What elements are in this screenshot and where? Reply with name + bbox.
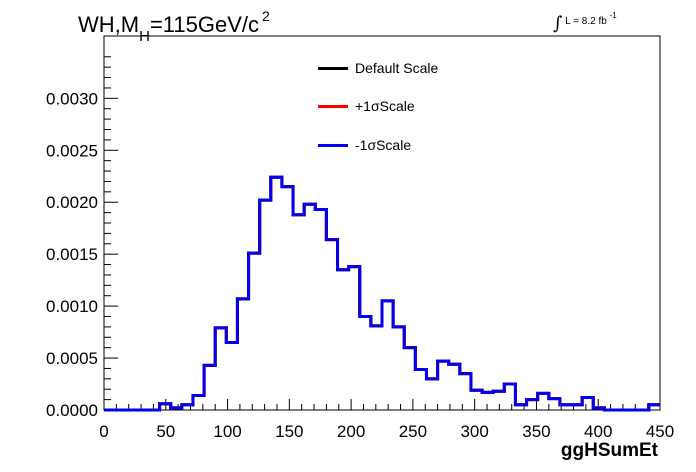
legend-swatch-plus: [318, 104, 348, 108]
x-axis-label: ggHSumEt: [560, 440, 658, 461]
x-tick-label: 300: [460, 422, 488, 441]
x-tick-label: 100: [213, 422, 241, 441]
legend-swatch-minus: [318, 143, 348, 147]
y-tick-label: 0.0010: [46, 297, 98, 316]
x-axis: 0 50 100 150 200 250 300 350 400 450: [99, 399, 674, 441]
y-tick-label: 0.0020: [46, 193, 98, 212]
y-tick-label: 0.0000: [46, 401, 98, 420]
x-tick-label: 350: [522, 422, 550, 441]
x-tick-label: 0: [99, 422, 108, 441]
series-line-default: [104, 175, 660, 412]
y-axis: 0.0000 0.0005 0.0010 0.0015 0.0020 0.0025 0.00…: [46, 56, 118, 420]
plot-frame: [103, 35, 661, 411]
luminosity-label: ∫ L = 8.2 fb -1: [553, 11, 617, 34]
legend-entry-plus: +1σScale: [318, 95, 415, 117]
x-tick-label: 200: [337, 422, 365, 441]
y-tick-label: 0.0030: [46, 89, 98, 108]
legend-label-plus: +1σScale: [355, 98, 415, 114]
title-subscript: H: [139, 28, 150, 45]
luminosity-superscript: -1: [609, 11, 617, 20]
title-superscript: 2: [262, 8, 270, 24]
series-line-plus-1sigma: [104, 175, 660, 412]
x-tick-label: 450: [646, 422, 674, 441]
x-tick-label: 50: [156, 422, 175, 441]
chart-title: WH,MH=115GeV/c 2: [78, 8, 270, 45]
y-tick-label: 0.0025: [46, 141, 98, 160]
x-tick-label: 250: [399, 422, 427, 441]
series-line-minus-1sigma: [104, 175, 660, 412]
series-layer: [104, 175, 660, 412]
legend-label-default: Default Scale: [355, 60, 439, 76]
legend-swatch-default: [318, 66, 348, 70]
legend-label-minus: -1σScale: [355, 137, 412, 153]
x-tick-label: 150: [275, 422, 303, 441]
legend-entry-default: Default Scale: [318, 57, 438, 79]
x-tick-label: 400: [584, 422, 612, 441]
integral-symbol: ∫: [553, 13, 563, 34]
y-tick-label: 0.0015: [46, 245, 98, 264]
legend-entry-minus: -1σScale: [318, 134, 411, 156]
y-tick-label: 0.0005: [46, 349, 98, 368]
